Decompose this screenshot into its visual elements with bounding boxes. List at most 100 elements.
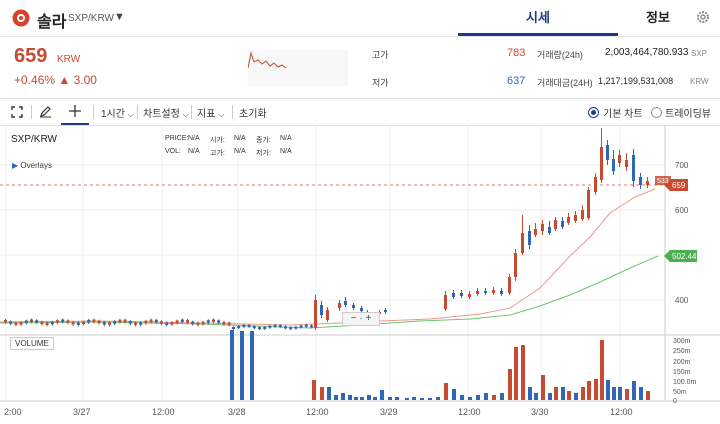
zoom-controls[interactable]: − · + [342, 312, 380, 326]
divider [232, 105, 233, 119]
candle-body [206, 320, 210, 323]
candle-body [87, 319, 91, 323]
candle-body [113, 321, 117, 324]
gear-icon[interactable] [695, 9, 711, 25]
zoom-out-icon[interactable]: − [350, 313, 357, 324]
volume-tick-label: 250m [673, 348, 691, 355]
volume-bar [567, 391, 571, 400]
volume-bar [395, 397, 399, 400]
price-chart-area[interactable]: 700 600 400 659 533 502.44 300m 250m 200m 150m 100… [0, 125, 720, 424]
chart-settings-label: 차트설정 [143, 109, 180, 120]
candle-body [56, 320, 59, 323]
chart-toolbar: 1시간 ⌵ 차트설정 ⌵ 지표 ⌵ 초기화 기본 차트 트레이딩뷰 [0, 98, 720, 126]
ohlc-low-value: N/A [280, 148, 292, 155]
candle-body [320, 305, 323, 315]
time-tick-label: 12:00 [306, 407, 329, 417]
high-value: 783 [507, 47, 526, 59]
divider [191, 105, 192, 119]
time-tick-label: 12:00 [458, 407, 481, 417]
fullscreen-icon[interactable] [11, 106, 23, 118]
chart-pair-label: SXP/KRW [11, 134, 57, 145]
candle-body [9, 321, 13, 324]
candle-body [484, 291, 487, 293]
interval-dropdown[interactable]: 1시간 ⌵ [101, 105, 134, 120]
candle-body [344, 301, 347, 305]
volume-bar [600, 340, 604, 400]
volume-tick-label: 150m [673, 369, 691, 376]
zoom-in-icon[interactable]: + [365, 313, 372, 324]
volume-value: 2,003,464,780.933 [605, 47, 689, 58]
overlays-toggle[interactable]: ▶ Overlays [12, 161, 52, 170]
indicators-dropdown[interactable]: 지표 ⌵ [197, 105, 224, 120]
candle-body [66, 320, 70, 323]
candle-body [492, 290, 495, 293]
reset-button[interactable]: 초기화 [239, 109, 267, 120]
volume-bar [341, 393, 345, 400]
candle-body [304, 324, 308, 327]
triangle-right-icon: ▶ [12, 161, 19, 170]
volume-bar [250, 331, 254, 400]
price-tick-label: 700 [675, 161, 689, 170]
indicators-label: 지표 [197, 109, 216, 120]
candle-body [294, 326, 298, 329]
candle-body [263, 326, 267, 329]
pencil-icon[interactable] [39, 105, 52, 118]
candle-body [97, 320, 101, 324]
candle-body [4, 319, 7, 323]
candle-body [646, 181, 649, 185]
volume-bar [388, 397, 392, 400]
candle-body [222, 321, 226, 325]
candle-body [384, 310, 387, 312]
tradingview-radio[interactable] [651, 107, 662, 118]
volume-bar [492, 395, 496, 400]
time-tick-label: 2:00 [4, 407, 22, 417]
volume-bar [428, 398, 432, 400]
volume-bar [327, 387, 331, 400]
candle-body [500, 291, 503, 294]
candle-body [468, 294, 471, 297]
volume-panel-label: VOLUME [10, 337, 54, 350]
time-tick-label: 12:00 [152, 407, 175, 417]
volume-bar [521, 345, 525, 400]
chart-settings-dropdown[interactable]: 차트설정 ⌵ [143, 105, 189, 120]
tab-price[interactable]: 시세 [458, 0, 618, 36]
candle-body [247, 325, 251, 328]
crosshair-tool[interactable] [61, 99, 89, 125]
ohlc-price-value: N/A [188, 135, 200, 142]
candle-body [45, 322, 49, 325]
volume-bar [612, 387, 616, 400]
candle-body [268, 325, 272, 328]
volume-bar [230, 330, 234, 400]
candle-body [40, 321, 44, 325]
tab-info[interactable]: 정보 [646, 10, 670, 25]
volume-tick-label: 50m [673, 389, 687, 396]
candle-body [180, 319, 184, 323]
candle-body [258, 327, 261, 330]
volume-bar [354, 397, 358, 400]
time-tick-label: 12:00 [610, 407, 633, 417]
candle-body [338, 303, 341, 308]
price-unit: KRW [57, 54, 81, 65]
candle-body [252, 326, 256, 329]
candle-body [149, 319, 153, 323]
ohlc-high-label: 고가: [210, 150, 225, 157]
candle-body [165, 322, 169, 325]
crosshair-icon [69, 105, 81, 117]
ohlc-open-label: 시가: [210, 137, 225, 144]
basic-chart-radio[interactable] [588, 107, 599, 118]
ohlc-vol-value: N/A [188, 148, 200, 155]
candle-body [508, 277, 511, 293]
candle-body [196, 322, 200, 325]
candle-body [82, 321, 85, 324]
candle-body [30, 319, 33, 323]
tradingview-label[interactable]: 트레이딩뷰 [665, 109, 711, 120]
volume-bar [468, 397, 472, 400]
ma-short-line [0, 188, 656, 326]
candle-body [618, 155, 621, 163]
coin-select-dropdown-icon[interactable]: ▼ [114, 11, 125, 23]
volume-label: 거래량(24h) [537, 50, 583, 60]
basic-chart-label[interactable]: 기본 차트 [603, 109, 643, 120]
candle-body [102, 322, 106, 325]
candle-body [14, 322, 18, 325]
